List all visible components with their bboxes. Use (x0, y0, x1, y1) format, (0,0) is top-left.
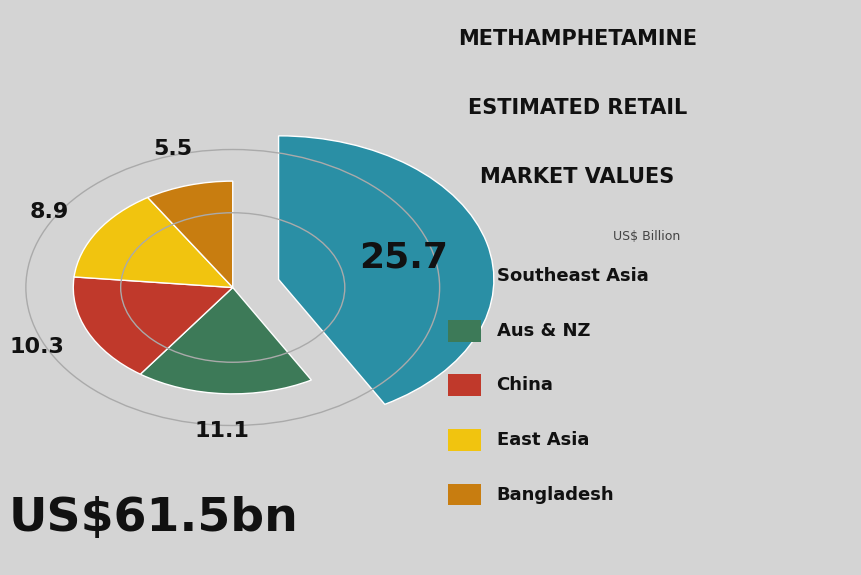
Text: China: China (496, 376, 553, 394)
Text: US$ Billion: US$ Billion (612, 230, 679, 243)
Text: US$61.5bn: US$61.5bn (9, 496, 298, 540)
Text: Bangladesh: Bangladesh (496, 485, 613, 504)
Text: 8.9: 8.9 (30, 202, 69, 222)
Text: East Asia: East Asia (496, 431, 588, 449)
Bar (448, 429, 480, 451)
Bar (448, 484, 480, 505)
Wedge shape (74, 197, 232, 288)
Wedge shape (278, 136, 493, 404)
Text: MARKET VALUES: MARKET VALUES (480, 167, 674, 187)
Text: 11.1: 11.1 (194, 421, 249, 441)
Text: 10.3: 10.3 (9, 337, 64, 357)
Text: 5.5: 5.5 (153, 139, 192, 159)
Text: Southeast Asia: Southeast Asia (496, 267, 647, 285)
Bar (448, 320, 480, 342)
Wedge shape (73, 277, 232, 374)
Text: Aus & NZ: Aus & NZ (496, 321, 589, 340)
Text: ESTIMATED RETAIL: ESTIMATED RETAIL (468, 98, 686, 118)
Wedge shape (140, 288, 311, 394)
Bar (448, 374, 480, 396)
Text: METHAMPHETAMINE: METHAMPHETAMINE (457, 29, 697, 49)
Wedge shape (147, 181, 232, 288)
Text: 25.7: 25.7 (358, 240, 448, 274)
Bar (448, 265, 480, 287)
